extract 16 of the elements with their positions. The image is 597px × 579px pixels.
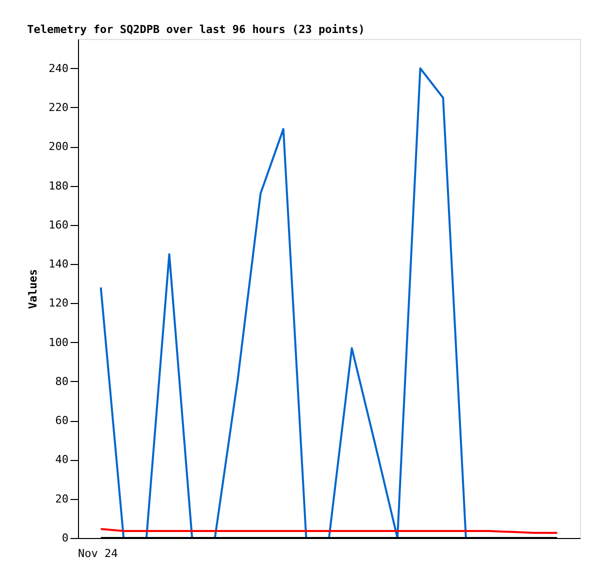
chart-title: Telemetry for SQ2DPB over last 96 hours (23 points) bbox=[27, 23, 365, 36]
y-tick-label: 160 bbox=[48, 218, 68, 232]
y-tick-label: 200 bbox=[48, 140, 68, 154]
y-tick-label: 120 bbox=[48, 296, 68, 310]
y-tick-label: 240 bbox=[48, 62, 68, 75]
y-tick-label: 60 bbox=[55, 414, 68, 428]
y-tick-label: 80 bbox=[55, 374, 68, 388]
y-axis-title: Values bbox=[26, 269, 40, 309]
y-tick-label: 100 bbox=[48, 336, 68, 349]
y-tick-label: 40 bbox=[55, 453, 68, 466]
y-tick-label: 140 bbox=[48, 258, 68, 271]
y-tick-label: 0 bbox=[62, 532, 68, 544]
y-tick-label: 180 bbox=[48, 179, 68, 192]
y-tick-label: 20 bbox=[55, 492, 68, 506]
y-tick-label: 220 bbox=[48, 100, 68, 114]
text: Nov 24 bbox=[78, 547, 118, 560]
